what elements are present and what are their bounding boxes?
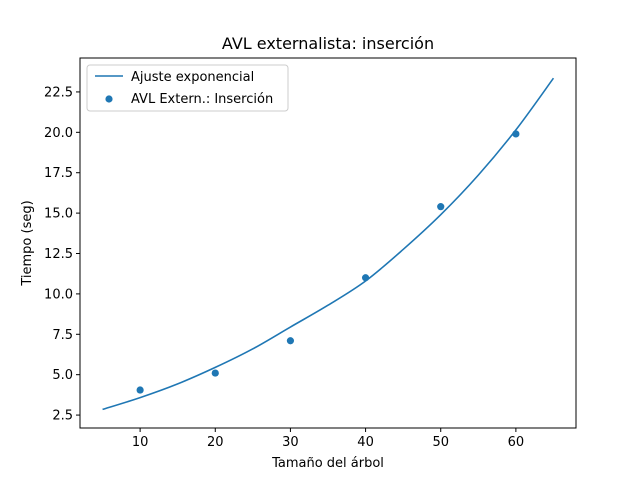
x-tick-label: 40 bbox=[357, 435, 374, 450]
data-point bbox=[361, 274, 370, 282]
y-tick-label: 10.0 bbox=[44, 287, 73, 302]
x-tick-label: 20 bbox=[207, 435, 224, 450]
data-point bbox=[286, 337, 295, 345]
y-axis-label: Tiempo (seg) bbox=[20, 200, 35, 286]
legend: Ajuste exponencial AVL Extern.: Inserción bbox=[86, 64, 289, 112]
data-point bbox=[437, 203, 445, 211]
y-tick-label: 20.0 bbox=[44, 126, 73, 141]
fit-line bbox=[102, 77, 555, 411]
y-tick-label: 12.5 bbox=[44, 247, 73, 262]
y-tick-label: 2.5 bbox=[52, 409, 73, 424]
data-point bbox=[211, 369, 219, 377]
plot-frame bbox=[79, 57, 577, 429]
legend-box bbox=[86, 64, 289, 112]
data-point bbox=[512, 130, 520, 138]
data-point bbox=[136, 386, 144, 394]
x-tick-label: 50 bbox=[432, 435, 449, 450]
y-axis: 2.5 5.0 7.5 10.0 12.5 15.0 17.5 20.0 22.5 bbox=[44, 85, 80, 424]
x-axis: 10 20 30 40 50 60 bbox=[132, 428, 524, 450]
y-tick-label: 22.5 bbox=[44, 85, 73, 100]
legend-label: Ajuste exponencial bbox=[131, 70, 254, 85]
plot-layer bbox=[102, 77, 555, 411]
y-tick-label: 17.5 bbox=[44, 166, 73, 181]
y-tick-label: 15.0 bbox=[44, 207, 73, 222]
legend-label: AVL Extern.: Inserción bbox=[131, 92, 273, 107]
x-axis-label: Tamaño del árbol bbox=[271, 456, 384, 471]
legend-marker-swatch bbox=[105, 95, 113, 103]
chart-title: AVL externalista: inserción bbox=[222, 34, 434, 53]
y-tick-label: 5.0 bbox=[52, 368, 73, 383]
x-tick-label: 60 bbox=[508, 435, 525, 450]
x-tick-label: 30 bbox=[282, 435, 299, 450]
y-tick-label: 7.5 bbox=[52, 328, 73, 343]
x-tick-label: 10 bbox=[132, 435, 149, 450]
